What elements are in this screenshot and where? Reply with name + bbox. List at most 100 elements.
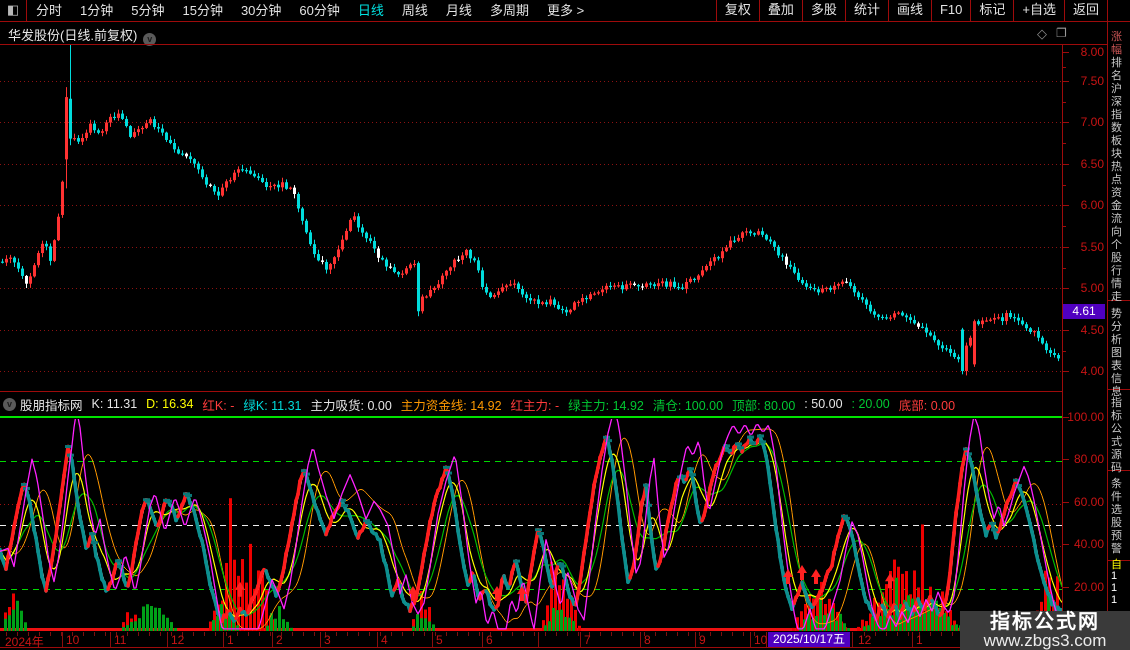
menu-item-60分钟[interactable]: 60分钟 [299, 3, 340, 18]
date-week-tick [347, 632, 348, 636]
indicator-source-name[interactable]: 股朋指标网 [20, 398, 83, 413]
date-week-tick [446, 632, 447, 636]
sidebar-item[interactable]: 公 [1111, 423, 1122, 435]
sidebar-item[interactable]: 金 [1111, 200, 1122, 212]
date-week-tick [644, 632, 645, 636]
sidebar-item[interactable]: 警 [1111, 543, 1122, 555]
toolbar-button-+自选[interactable]: +自选 [1013, 0, 1064, 21]
toolbar-button-多股[interactable]: 多股 [801, 0, 845, 21]
sidebar-item[interactable]: 息 [1111, 386, 1122, 398]
date-week-tick [171, 632, 172, 636]
sidebar-item[interactable]: 名 [1111, 70, 1122, 82]
date-separator [223, 632, 224, 647]
frame-line [1062, 44, 1063, 648]
sidebar-item[interactable]: 资 [1111, 187, 1122, 199]
last-price-badge: 4.61 [1063, 304, 1105, 319]
date-week-tick [50, 632, 51, 636]
sidebar-item[interactable]: 流 [1111, 213, 1122, 225]
sidebar-item[interactable]: 选 [1111, 504, 1122, 516]
sidebar-item[interactable]: 条 [1111, 478, 1122, 490]
menu-item-日线[interactable]: 日线 [357, 3, 384, 18]
sidebar-item[interactable]: 深 [1111, 96, 1122, 108]
date-week-tick [897, 632, 898, 636]
sidebar-item[interactable]: 分 [1111, 321, 1122, 333]
axis-minor-tick [1063, 102, 1066, 103]
date-week-tick [435, 632, 436, 636]
sidebar-item[interactable]: 股 [1111, 252, 1122, 264]
menu-item-分时[interactable]: 分时 [36, 3, 63, 18]
toolbar-button-返回[interactable]: 返回 [1063, 0, 1108, 21]
sidebar-item[interactable]: 涨 [1111, 31, 1122, 43]
date-week-tick [699, 632, 700, 636]
sidebar-item[interactable]: 预 [1111, 530, 1122, 542]
axis-minor-tick [1063, 143, 1066, 144]
sidebar-item[interactable]: 向 [1111, 226, 1122, 238]
sidebar-item[interactable]: 件 [1111, 491, 1122, 503]
sidebar-item[interactable]: 1 [1111, 594, 1118, 606]
sidebar-item[interactable]: 1 [1111, 582, 1118, 594]
toolbar-button-画线[interactable]: 画线 [887, 0, 931, 21]
menu-item-月线[interactable]: 月线 [445, 3, 472, 18]
sidebar-item[interactable]: 热 [1111, 161, 1122, 173]
sidebar-item[interactable]: 指 [1111, 397, 1122, 409]
toolbar-button-标记[interactable]: 标记 [970, 0, 1013, 21]
page-title: 华发股份(日线.前复权) v [8, 25, 157, 46]
date-week-tick [875, 632, 876, 636]
date-axis-label: 10 [754, 633, 768, 647]
toolbar-button-叠加[interactable]: 叠加 [758, 0, 802, 21]
sidebar-item[interactable]: 析 [1111, 334, 1122, 346]
sidebar-item[interactable]: 码 [1111, 462, 1122, 474]
menu-item-5分钟[interactable]: 5分钟 [131, 3, 165, 18]
sidebar-item[interactable]: 数 [1111, 122, 1122, 134]
sidebar-item[interactable]: 情 [1111, 278, 1122, 290]
sidebar-item[interactable]: 势 [1111, 308, 1122, 320]
sidebar-item[interactable]: 块 [1111, 148, 1122, 160]
menu-item-多周期[interactable]: 多周期 [489, 3, 529, 18]
menu-item-30分钟[interactable]: 30分钟 [240, 3, 282, 18]
sidebar-item[interactable]: 表 [1111, 360, 1122, 372]
indicator-field: K: 11.31 [91, 397, 138, 411]
toolbar-button-复权[interactable]: 复权 [715, 0, 759, 21]
toolbar-button-统计[interactable]: 统计 [844, 0, 888, 21]
sidebar-item[interactable]: 源 [1111, 449, 1122, 461]
sidebar-item[interactable]: 标 [1111, 410, 1122, 422]
sidebar-item[interactable]: 指 [1111, 109, 1122, 121]
menu-item-更多 >[interactable]: 更多 > [546, 3, 585, 18]
chevron-down-icon[interactable]: v [143, 33, 157, 46]
sidebar-item[interactable]: 图 [1111, 347, 1122, 359]
sidebar-divider [1108, 389, 1130, 390]
sidebar-item[interactable]: 个 [1111, 239, 1122, 251]
sidebar-strip[interactable]: 涨幅排名沪深指数板块热点资金流向个股行情走势分析图表信息指标公式源码条件选股预警… [1108, 22, 1130, 650]
panel-split-icon[interactable]: ◧ [0, 0, 27, 21]
sidebar-item[interactable]: 式 [1111, 436, 1122, 448]
sidebar-item[interactable]: 行 [1111, 265, 1122, 277]
date-week-tick [182, 632, 183, 636]
sidebar-item[interactable]: 沪 [1111, 83, 1122, 95]
sidebar-item[interactable]: 幅 [1111, 44, 1122, 56]
sidebar-item[interactable]: 点 [1111, 174, 1122, 186]
axis-minor-tick [1063, 185, 1066, 186]
toolbar-button-F10[interactable]: F10 [930, 0, 970, 21]
sidebar-item[interactable]: 1 [1111, 570, 1118, 582]
date-week-tick [259, 632, 260, 636]
sidebar-divider [1108, 470, 1130, 471]
candlestick-chart[interactable] [0, 45, 1062, 391]
menu-item-1分钟[interactable]: 1分钟 [80, 3, 114, 18]
date-axis-label: 1 [916, 633, 923, 647]
sidebar-item[interactable]: 走 [1111, 291, 1122, 303]
sidebar-item[interactable]: 排 [1111, 57, 1122, 69]
oscillator-chart[interactable] [0, 419, 1062, 632]
date-week-tick [226, 632, 227, 636]
date-week-tick [754, 632, 755, 636]
chevron-down-icon[interactable]: v [3, 397, 16, 411]
sidebar-item[interactable]: 自 [1111, 559, 1122, 571]
date-separator [167, 632, 168, 647]
diamond-icon[interactable]: ◇ [1037, 26, 1047, 41]
sidebar-item[interactable]: 股 [1111, 517, 1122, 529]
sidebar-item[interactable]: 板 [1111, 135, 1122, 147]
date-week-tick [743, 632, 744, 636]
sidebar-item[interactable]: 信 [1111, 373, 1122, 385]
menu-item-周线[interactable]: 周线 [401, 3, 428, 18]
panel-icon[interactable]: ❐ [1056, 26, 1067, 40]
menu-item-15分钟[interactable]: 15分钟 [182, 3, 223, 18]
